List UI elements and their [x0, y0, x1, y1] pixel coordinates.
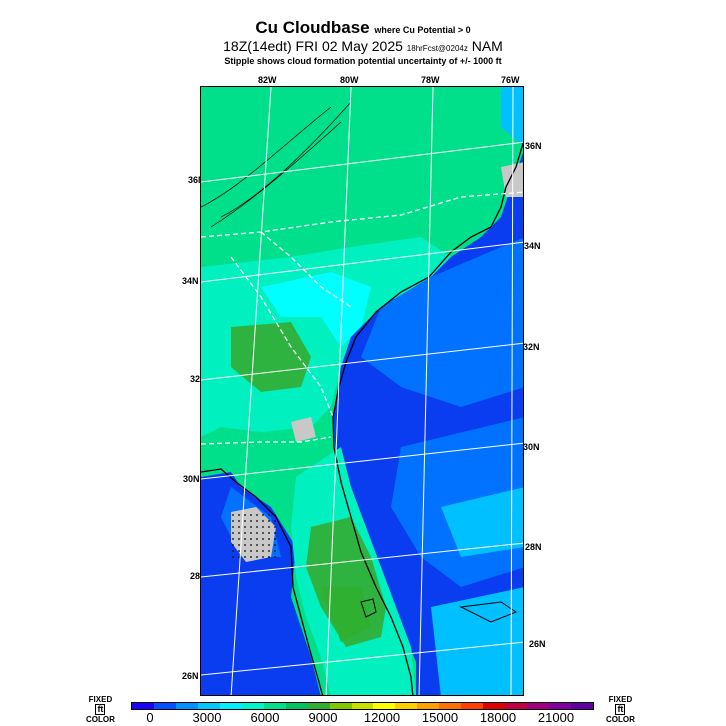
legend-swatch	[549, 703, 572, 709]
ocean-light-patch	[441, 487, 523, 557]
legend-swatch	[175, 703, 198, 709]
model-name: NAM	[471, 38, 503, 54]
legend-colorbar	[131, 702, 594, 710]
legend-left-color: COLOR	[86, 715, 115, 724]
lat-label-left-34n: 34N	[182, 276, 199, 286]
parallel-26n	[201, 641, 523, 676]
stipple-gulf	[231, 512, 276, 562]
legend-swatch	[197, 703, 220, 709]
lat-label-right-26n: 26N	[529, 639, 546, 649]
lat-label-left-32n: 32N	[190, 374, 207, 384]
parallel-28n	[201, 542, 523, 578]
cyan-region-sc	[261, 272, 371, 347]
legend-tick-label: 0	[146, 710, 154, 725]
legend-swatch	[483, 703, 506, 709]
legend-swatch	[285, 703, 308, 709]
valid-time-line: 18Z(14edt) FRI 02 May 2025 18hrFcst@0204…	[0, 38, 726, 54]
legend-swatch	[373, 703, 396, 709]
legend-tick-label: 18000	[479, 710, 517, 725]
parallel-34n	[201, 241, 523, 283]
legend-tick-label: 21000	[537, 710, 575, 725]
legend-swatch	[439, 703, 462, 709]
lat-label-left-30n: 30N	[183, 474, 200, 484]
meridian-82w	[230, 87, 272, 695]
legend-right-color: COLOR	[606, 715, 635, 724]
lat-label-left-36n: 36N	[188, 175, 205, 185]
no-data-patch-ga	[291, 417, 316, 442]
legend-swatch	[527, 703, 550, 709]
meridian-78w	[418, 87, 434, 695]
lat-label-right-34n: 34N	[524, 241, 541, 251]
legend-left-unit: ft	[95, 704, 106, 715]
legend-tick-label: 9000	[308, 710, 338, 725]
parallel-36n	[201, 141, 523, 183]
legend-swatch	[395, 703, 418, 709]
florida-green-lake	[321, 587, 371, 642]
legend-swatch	[417, 703, 440, 709]
lat-label-right-32n: 32N	[523, 342, 540, 352]
mountain-region	[201, 87, 361, 237]
state-border-ga-fl	[201, 436, 332, 445]
legend-swatch	[571, 703, 594, 709]
legend-swatch	[307, 703, 330, 709]
parallel-32n	[201, 342, 523, 381]
lon-label-82w: 82W	[258, 75, 277, 85]
valid-time: 18Z(14edt) FRI 02 May 2025	[223, 38, 403, 54]
meridian-76w	[510, 87, 514, 695]
legend-right-unit: ft	[615, 704, 626, 715]
lake-okeechobee	[360, 598, 377, 618]
legend-swatch	[132, 703, 154, 709]
legend-tick-label: 12000	[363, 710, 401, 725]
title-note: where Cu Potential > 0	[374, 25, 471, 35]
lon-label-80w: 80W	[340, 75, 359, 85]
legend-swatch	[505, 703, 528, 709]
lon-label-78w: 78W	[421, 75, 440, 85]
bahamas-outline	[459, 601, 518, 623]
ocean-ne-patch	[501, 87, 523, 146]
state-border-va-nc	[201, 191, 523, 238]
lat-label-right-30n: 30N	[523, 442, 540, 452]
atlantic-coastline	[332, 141, 523, 695]
subtitle: Stipple shows cloud formation potential …	[224, 56, 502, 66]
legend-right-fixed-label: FIXED ft COLOR	[606, 695, 635, 724]
legend-right-fixed: FIXED	[608, 695, 633, 704]
chart-title: Cu Cloudbase where Cu Potential > 0	[0, 18, 726, 38]
state-border-nc-sc	[260, 231, 352, 308]
gulf-coastline	[201, 468, 324, 695]
legend-tick-label: 3000	[192, 710, 222, 725]
parallel-30n	[201, 442, 523, 480]
legend-tick-label: 15000	[421, 710, 459, 725]
state-border-ga-sc	[230, 256, 334, 418]
graticule	[201, 87, 523, 695]
lon-label-76w: 76W	[501, 75, 520, 85]
lat-label-left-28n: 28N	[190, 571, 207, 581]
lat-label-left-26n: 26N	[182, 671, 199, 681]
legend-swatch	[351, 703, 374, 709]
forecast-hour: 18hrFcst@0204z	[406, 44, 468, 53]
legend-swatch	[329, 703, 352, 709]
ocean-shelf-north	[361, 237, 523, 407]
legend-swatch	[263, 703, 286, 709]
title-main: Cu Cloudbase	[255, 18, 370, 37]
lat-label-right-36n: 36N	[525, 141, 542, 151]
legend-swatch	[461, 703, 484, 709]
cloudbase-map	[200, 86, 524, 696]
lat-label-right-28n: 28N	[525, 542, 542, 552]
legend-left-fixed-label: FIXED ft COLOR	[86, 695, 115, 724]
legend-swatch	[219, 703, 242, 709]
meridian-80w	[325, 87, 352, 695]
no-data-patch-nc	[501, 162, 523, 197]
legend-swatch	[241, 703, 264, 709]
legend-tick-label: 6000	[250, 710, 280, 725]
legend-swatch	[153, 703, 176, 709]
legend-left-fixed: FIXED	[88, 695, 113, 704]
terrain-contours	[201, 101, 352, 228]
map-svg	[201, 87, 523, 695]
ocean-south-patch	[431, 587, 523, 695]
